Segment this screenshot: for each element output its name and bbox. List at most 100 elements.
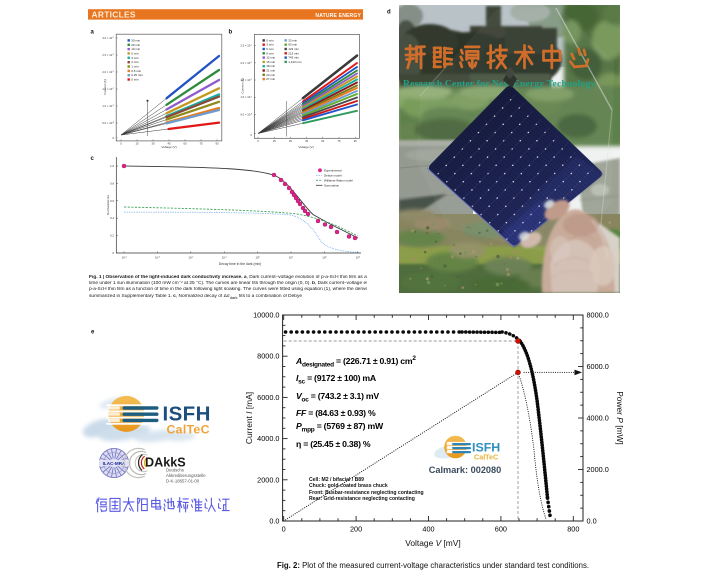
svg-text:5.0 × 10-8: 5.0 × 10-8 [240,112,252,116]
svg-text:10-4: 10-4 [122,256,128,260]
svg-text:Debye model: Debye model [324,174,342,178]
svg-text:45: 45 [305,139,308,143]
svg-text:Current (A): Current (A) [241,78,245,93]
svg-text:Voltage (V): Voltage (V) [161,145,176,149]
svg-text:0: 0 [257,139,259,143]
svg-text:4000.0: 4000.0 [257,434,279,443]
svg-text:75: 75 [200,141,203,145]
svg-text:Calmark: 002080: Calmark: 002080 [429,465,502,475]
svg-text:6000.0: 6000.0 [257,393,279,402]
svg-text:2000.0: 2000.0 [257,475,279,484]
svg-text:0.6: 0.6 [110,199,114,203]
svg-text:10 min: 10 min [131,47,140,51]
svg-text:e: e [91,330,95,336]
svg-text:0.0: 0.0 [269,517,279,526]
svg-text:20 min: 20 min [131,43,140,47]
svg-text:3 min: 3 min [266,43,274,47]
svg-text:18 min: 18 min [266,64,275,68]
svg-text:0.4: 0.4 [110,216,114,220]
svg-text:3 min: 3 min [131,56,139,60]
svg-text:45: 45 [168,141,171,145]
svg-text:30: 30 [289,139,292,143]
svg-text:Research Center for New Energy: Research Center for New Energy Technolog… [403,79,595,90]
svg-text:8000.0: 8000.0 [587,311,609,320]
svg-text:ARTICLES: ARTICLES [92,9,136,19]
svg-text:Decay time in the dark (min): Decay time in the dark (min) [219,262,261,266]
svg-text:CalTeC: CalTeC [167,423,210,437]
svg-text:ILAC-MRA: ILAC-MRA [103,461,126,466]
svg-text:103: 103 [356,256,361,260]
svg-text:D-K-18657-01-00: D-K-18657-01-00 [166,479,200,484]
svg-text:Voltage V [mV]: Voltage V [mV] [405,538,460,548]
svg-text:400: 400 [422,525,434,534]
svg-text:d: d [387,10,391,16]
svg-text:5 min: 5 min [131,52,139,56]
svg-text:33 min: 33 min [288,38,297,42]
svg-text:60: 60 [184,141,187,145]
svg-text:213 min: 213 min [288,51,299,55]
svg-text:Normalized Δσ: Normalized Δσ [106,195,110,215]
svg-text:NATURE ENERGY: NATURE ENERGY [315,13,361,19]
svg-text:9 min: 9 min [266,51,274,55]
svg-text:0 min: 0 min [266,38,274,42]
svg-text:101: 101 [289,256,294,260]
svg-text:21 min: 21 min [266,69,275,73]
svg-text:1.0: 1.0 [110,164,114,168]
svg-text:Voltage (V): Voltage (V) [298,145,313,149]
svg-text:1.5 × 10-7: 1.5 × 10-7 [240,78,252,82]
svg-text:0 min: 0 min [131,78,139,82]
svg-text:15: 15 [273,139,276,143]
svg-text:10000.0: 10000.0 [253,311,279,320]
svg-text:1,143 min: 1,143 min [288,60,302,64]
svg-text:27 min: 27 min [266,77,275,81]
svg-text:5.0 × 10-8: 5.0 × 10-8 [102,121,114,125]
svg-text:2.0 × 10-7: 2.0 × 10-7 [240,61,252,65]
svg-text:0: 0 [112,251,114,255]
svg-text:800: 800 [567,525,579,534]
svg-text:0.2: 0.2 [110,234,114,238]
svg-text:3.0 × 10-7: 3.0 × 10-7 [102,36,114,40]
svg-text:200: 200 [350,525,362,534]
svg-text:8000.0: 8000.0 [257,352,279,361]
svg-text:75: 75 [338,139,341,143]
svg-text:0.5 min: 0.5 min [131,69,141,73]
svg-text:0: 0 [120,141,122,145]
svg-text:90: 90 [354,139,357,143]
svg-text:6000.0: 6000.0 [587,362,609,371]
svg-text:600: 600 [495,525,507,534]
svg-text:Deutsche: Deutsche [166,468,185,473]
svg-text:0.25 min: 0.25 min [131,73,143,77]
svg-text:6 min: 6 min [266,47,274,51]
svg-text:2.0 × 10-7: 2.0 × 10-7 [102,70,114,74]
svg-text:15 min: 15 min [266,60,275,64]
svg-text:2000.0: 2000.0 [587,465,609,474]
svg-text:10-2: 10-2 [188,256,194,260]
svg-text:2.5 × 10-7: 2.5 × 10-7 [240,44,252,48]
svg-text:30: 30 [152,141,155,145]
svg-text:Williams-Watts model: Williams-Watts model [324,179,353,183]
svg-text:2.5 × 10-7: 2.5 × 10-7 [102,53,114,57]
svg-text:90: 90 [216,141,219,145]
svg-text:63 min: 63 min [288,43,297,47]
svg-text:a: a [91,30,95,36]
svg-text:0.0: 0.0 [587,517,597,526]
svg-text:15: 15 [136,141,139,145]
svg-text:c: c [91,156,95,162]
svg-text:DAkkS: DAkkS [145,456,186,470]
svg-text:1.0 × 10-7: 1.0 × 10-7 [240,95,252,99]
svg-text:1.5 × 10-7: 1.5 × 10-7 [102,87,114,91]
svg-text:Power P [mW]: Power P [mW] [615,391,625,445]
svg-text:743 min: 743 min [288,56,299,60]
svg-text:0: 0 [282,525,286,534]
svg-text:Experimental: Experimental [324,169,342,173]
svg-text:0: 0 [251,133,253,137]
svg-text:Akkreditierungsstelle: Akkreditierungsstelle [166,473,206,478]
svg-text:60: 60 [321,139,324,143]
svg-text:2 min: 2 min [131,60,139,64]
svg-text:12 min: 12 min [266,56,275,60]
svg-text:24 min: 24 min [266,73,275,77]
svg-text:Summation: Summation [324,184,340,188]
svg-text:123 min: 123 min [288,47,299,51]
svg-text:Current I [mA]: Current I [mA] [244,392,254,444]
svg-text:ISFH: ISFH [472,441,500,455]
